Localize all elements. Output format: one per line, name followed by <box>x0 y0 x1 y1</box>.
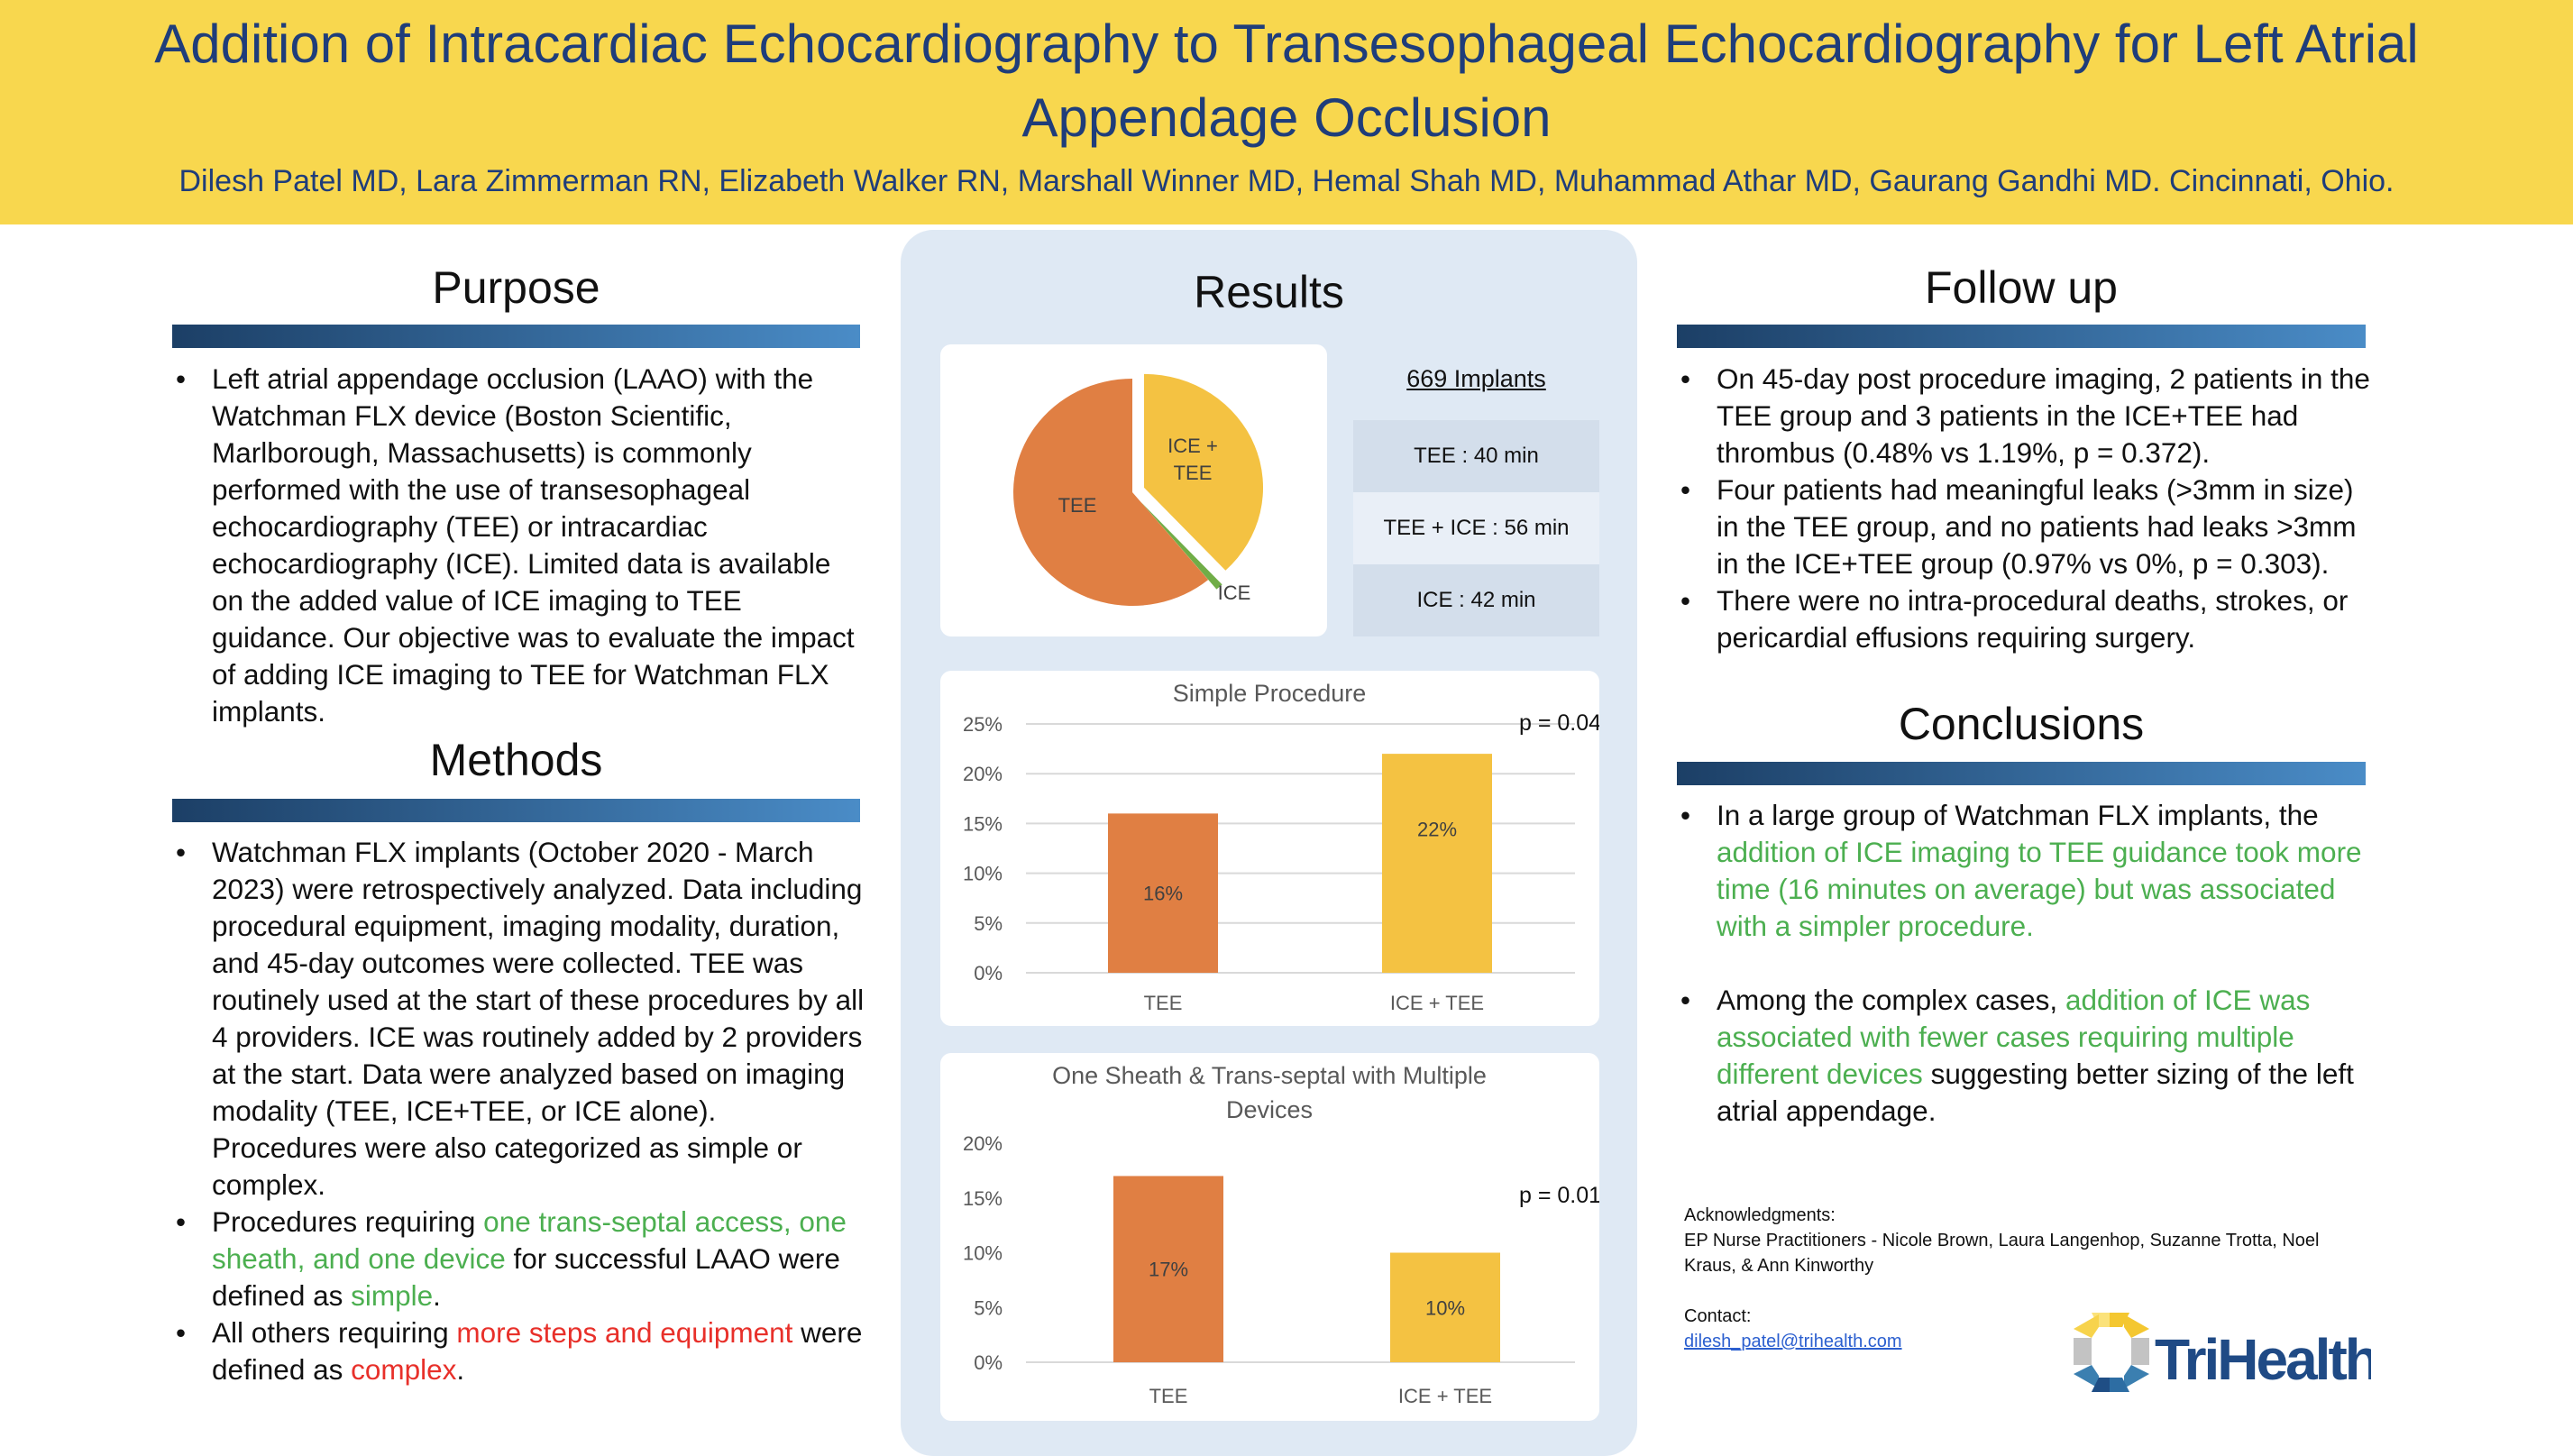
pie-label-ice: ICE <box>1218 581 1251 604</box>
authors: Dilesh Patel MD, Lara Zimmerman RN, Eliz… <box>179 164 2394 198</box>
x-tick-label: ICE + TEE <box>1398 1385 1492 1407</box>
purpose-divider <box>172 325 860 348</box>
pie-chart-card: ICE + TEE TEE ICE <box>940 344 1327 636</box>
methods-list: Watchman FLX implants (October 2020 - Ma… <box>172 834 866 1388</box>
logo-text: TriHealth <box>2155 1327 2371 1392</box>
y-tick-label: 15% <box>963 1187 1003 1210</box>
acknowledgments: Acknowledgments: EP Nurse Practitioners … <box>1684 1203 2369 1354</box>
x-tick-label: TEE <box>1149 1385 1188 1407</box>
bar-ice-tee <box>1390 1252 1500 1362</box>
bullet-text: were defined as <box>212 1316 863 1386</box>
bullet-text: . <box>433 1279 441 1312</box>
data-label: 10% <box>1425 1296 1465 1319</box>
methods-heading: Methods <box>429 735 603 785</box>
bullet-text: Procedures requiring <box>212 1205 484 1238</box>
p-value: p = 0.011 <box>1519 1183 1599 1208</box>
bullet-item: All others requiring more steps and equi… <box>172 1314 866 1388</box>
pie-slice-2 <box>1013 379 1209 606</box>
x-tick-label: TEE <box>1144 992 1183 1014</box>
bullet-item: Watchman FLX implants (October 2020 - Ma… <box>172 834 866 1204</box>
bullet-text: suggesting better sizing of the left atr… <box>1717 1058 2354 1127</box>
duration-tee-ice: TEE + ICE : 56 min <box>1353 492 1599 564</box>
followup-divider <box>1677 325 2366 348</box>
data-label: 17% <box>1149 1259 1188 1281</box>
bullet-text: Left atrial appendage occlusion (LAAO) w… <box>212 362 855 728</box>
bullet-item: Among the complex cases, addition of ICE… <box>1677 982 2371 1130</box>
y-tick-label: 5% <box>974 912 1003 935</box>
bullet-item: In a large group of Watchman FLX implant… <box>1677 797 2371 945</box>
bullet-item: On 45-day post procedure imaging, 2 pati… <box>1677 361 2371 472</box>
pie-label-ice-tee: TEE <box>1174 462 1213 484</box>
y-tick-label: 5% <box>974 1296 1003 1319</box>
simple-procedure-chart: Simple Procedure 0% 5% 10% 15% 20% 25% 16% TEE 22… <box>963 680 1614 1014</box>
bullet-text: All others requiring <box>212 1316 457 1349</box>
results-heading: Results <box>1194 267 1344 317</box>
y-tick-label: 20% <box>963 1132 1003 1155</box>
bullet-text: for successful LAAO were defined as <box>212 1242 840 1312</box>
purpose-list: Left atrial appendage occlusion (LAAO) w… <box>172 361 866 730</box>
followup-list: On 45-day post procedure imaging, 2 pati… <box>1677 361 2371 656</box>
ack-text: EP Nurse Practitioners - Nicole Brown, L… <box>1684 1231 2320 1276</box>
multiple-devices-chart-card: One Sheath & Trans-septal with Multiple D… <box>940 1053 1612 1421</box>
pie-slice-1 <box>1140 501 1222 590</box>
methods-divider <box>172 799 860 822</box>
implants-count: 669 Implants <box>1406 365 1546 392</box>
chart-title: Simple Procedure <box>1173 680 1367 707</box>
pie-slice-0 <box>1144 373 1264 571</box>
bullet-text: Watchman FLX implants (October 2020 - Ma… <box>212 836 865 1201</box>
bullet-item: There were no intra-procedural deaths, s… <box>1677 582 2371 656</box>
data-label: 16% <box>1143 883 1183 905</box>
purpose-heading: Purpose <box>432 262 600 313</box>
bar-tee <box>1108 813 1218 973</box>
bar-tee <box>1113 1176 1223 1362</box>
bullet-text: . <box>456 1353 465 1386</box>
bullet-text: On 45-day post procedure imaging, 2 pati… <box>1717 362 2370 469</box>
highlighted-text: addition of ICE imaging to TEE guidance … <box>1717 836 2362 942</box>
highlighted-text: addition of ICE was associated with fewe… <box>1717 984 2311 1090</box>
duration-ice: ICE : 42 min <box>1353 564 1599 636</box>
bar-ice-tee <box>1382 754 1492 973</box>
highlighted-text: more steps and equipment <box>456 1316 793 1349</box>
conclusions-list: In a large group of Watchman FLX implant… <box>1677 797 2371 1130</box>
ack-label: Acknowledgments: <box>1684 1205 1836 1225</box>
pie-label-tee: TEE <box>1058 494 1097 517</box>
highlighted-text: simple <box>351 1279 434 1312</box>
bullet-text: There were no intra-procedural deaths, s… <box>1717 584 2349 654</box>
pie-label-ice-tee: ICE + <box>1167 435 1218 457</box>
bullet-item: Left atrial appendage occlusion (LAAO) w… <box>172 361 866 730</box>
y-tick-label: 10% <box>963 863 1003 885</box>
bullet-text: In a large group of Watchman FLX implant… <box>1717 799 2319 831</box>
p-value: p = 0.048 <box>1519 710 1599 736</box>
followup-heading: Follow up <box>1925 262 2118 313</box>
x-tick-label: ICE + TEE <box>1390 992 1484 1014</box>
contact-label: Contact: <box>1684 1306 1752 1326</box>
contact-email-link[interactable]: dilesh_patel@trihealth.com <box>1684 1332 1902 1351</box>
duration-tee: TEE : 40 min <box>1353 420 1599 492</box>
conclusions-divider <box>1677 762 2366 785</box>
simple-procedure-chart-card: Simple Procedure 0% 5% 10% 15% 20% 25% 16% TEE 22… <box>940 671 1614 1026</box>
pie-chart: ICE + TEE TEE ICE <box>1013 373 1264 606</box>
conclusions-heading: Conclusions <box>1898 699 2145 749</box>
chart-title: One Sheath & Trans-septal with Multiple <box>1052 1062 1487 1089</box>
header: Addition of Intracardiac Echocardiograph… <box>0 0 2573 224</box>
cross-logo-icon: TriHealth <box>2074 1313 2380 1392</box>
poster-title: Addition of Intracardiac Echocardiograph… <box>154 14 2419 148</box>
highlighted-text: one trans-septal access, one sheath, and… <box>212 1205 847 1275</box>
trihealth-logo: TriHealth <box>2074 1313 2380 1394</box>
y-tick-label: 0% <box>974 962 1003 984</box>
y-tick-label: 20% <box>963 763 1003 785</box>
y-tick-label: 0% <box>974 1351 1003 1374</box>
bullet-text: Four patients had meaningful leaks (>3mm… <box>1717 473 2357 580</box>
bullet-item: Procedures requiring one trans-septal ac… <box>172 1204 866 1314</box>
y-tick-label: 15% <box>963 812 1003 835</box>
highlighted-text: complex <box>351 1353 457 1386</box>
multiple-devices-chart: One Sheath & Trans-septal with Multiple D… <box>963 1062 1612 1407</box>
y-tick-label: 25% <box>963 713 1003 736</box>
chart-title: Devices <box>1226 1096 1313 1123</box>
bullet-text: Among the complex cases, <box>1717 984 2065 1016</box>
y-tick-label: 10% <box>963 1242 1003 1265</box>
bullet-item: Four patients had meaningful leaks (>3mm… <box>1677 472 2371 582</box>
data-label: 22% <box>1417 819 1457 841</box>
